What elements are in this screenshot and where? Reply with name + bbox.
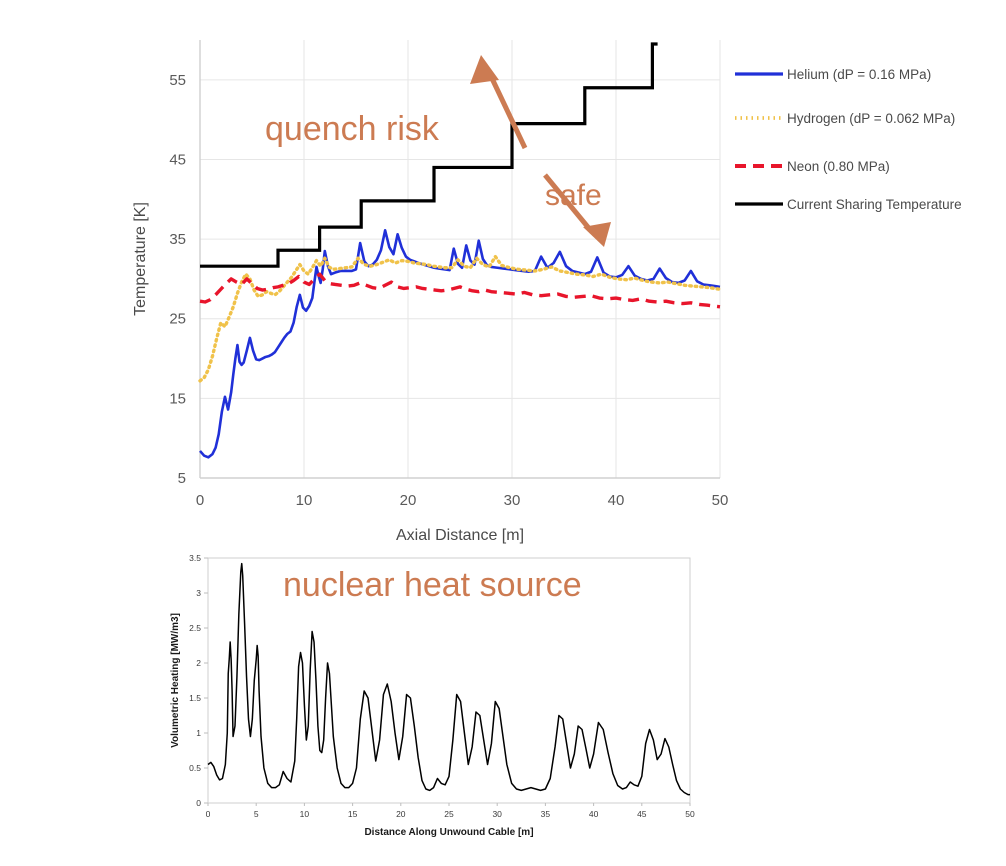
svg-text:50: 50 — [685, 809, 695, 819]
svg-text:40: 40 — [608, 492, 625, 509]
svg-text:25: 25 — [444, 809, 454, 819]
safe-arrow-shaft — [543, 173, 594, 234]
heating-curve — [207, 562, 690, 796]
legend-label: Hydrogen (dP = 0.062 MPa) — [787, 111, 955, 126]
x-axis-title-bottom: Distance Along Unwound Cable [m] — [364, 827, 533, 838]
nuclear-heat-source-label: nuclear heat source — [283, 566, 582, 604]
svg-text:0.5: 0.5 — [189, 763, 201, 773]
svg-text:3: 3 — [196, 588, 201, 598]
svg-text:0: 0 — [196, 492, 204, 509]
quench-risk-arrow-shaft — [485, 68, 528, 150]
svg-text:35: 35 — [169, 231, 186, 248]
series-line — [199, 272, 721, 309]
series-line — [199, 229, 721, 459]
annotation-safe: safe — [543, 173, 611, 247]
temperature-chart-svg: 5 15 25 35 45 55 0 10 20 30 40 50 Axial Distance [… — [132, 40, 962, 544]
series-line — [198, 254, 722, 383]
svg-text:0: 0 — [206, 809, 211, 819]
x-axis-ticks-top: 0 10 20 30 40 50 — [196, 492, 729, 509]
svg-text:55: 55 — [169, 72, 186, 89]
legend-label: Helium (dP = 0.16 MPa) — [787, 67, 931, 82]
series-line — [200, 42, 658, 268]
svg-text:35: 35 — [541, 809, 551, 819]
annotation-quench-risk: quench risk — [265, 55, 528, 150]
x-axis-ticks-bottom: 0 5 10 15 20 25 30 35 40 45 50 — [206, 803, 695, 819]
svg-text:50: 50 — [712, 492, 729, 509]
y-axis-ticks-top: 5 15 25 35 45 55 — [169, 72, 186, 487]
y-axis-title-top: Temperature [K] — [132, 202, 149, 316]
legend-label: Current Sharing Temperature — [787, 197, 962, 212]
svg-text:10: 10 — [296, 492, 313, 509]
svg-text:15: 15 — [169, 390, 186, 407]
quench-risk-arrow-head — [470, 55, 499, 84]
svg-text:30: 30 — [492, 809, 502, 819]
svg-text:20: 20 — [396, 809, 406, 819]
svg-text:40: 40 — [589, 809, 599, 819]
series-group-top — [198, 42, 722, 459]
x-axis-title-top: Axial Distance [m] — [396, 527, 524, 544]
y-axis-ticks-bottom: 0 0.5 1 1.5 2 2.5 3 3.5 — [189, 553, 208, 808]
svg-text:1: 1 — [196, 728, 201, 738]
svg-text:5: 5 — [178, 470, 186, 487]
svg-text:20: 20 — [400, 492, 417, 509]
svg-text:3.5: 3.5 — [189, 553, 201, 563]
volumetric-heating-chart: 0 0.5 1 1.5 2 2.5 3 3.5 0 5 10 15 20 25 30 35 40 45 50 Di… — [0, 548, 1006, 866]
svg-text:0: 0 — [196, 798, 201, 808]
svg-text:10: 10 — [300, 809, 310, 819]
svg-text:5: 5 — [254, 809, 259, 819]
svg-text:1.5: 1.5 — [189, 693, 201, 703]
safe-arrow-head — [583, 222, 611, 247]
svg-text:25: 25 — [169, 311, 186, 328]
volumetric-heating-chart-svg: 0 0.5 1 1.5 2 2.5 3 3.5 0 5 10 15 20 25 30 35 40 45 50 Di… — [170, 553, 695, 838]
temperature-chart: 5 15 25 35 45 55 0 10 20 30 40 50 Axial Distance [… — [132, 40, 962, 544]
gridlines-top — [200, 40, 721, 478]
svg-text:45: 45 — [637, 809, 647, 819]
legend-top: Helium (dP = 0.16 MPa) Hydrogen (dP = 0.0… — [735, 67, 962, 212]
y-axis-title-bottom: Volumetric Heating [MW/m3] — [170, 613, 181, 748]
svg-text:30: 30 — [504, 492, 521, 509]
quench-risk-label: quench risk — [265, 110, 440, 148]
svg-text:2.5: 2.5 — [189, 623, 201, 633]
svg-text:45: 45 — [169, 151, 186, 168]
legend-label: Neon (0.80 MPa) — [787, 159, 890, 174]
svg-text:2: 2 — [196, 658, 201, 668]
svg-text:15: 15 — [348, 809, 358, 819]
